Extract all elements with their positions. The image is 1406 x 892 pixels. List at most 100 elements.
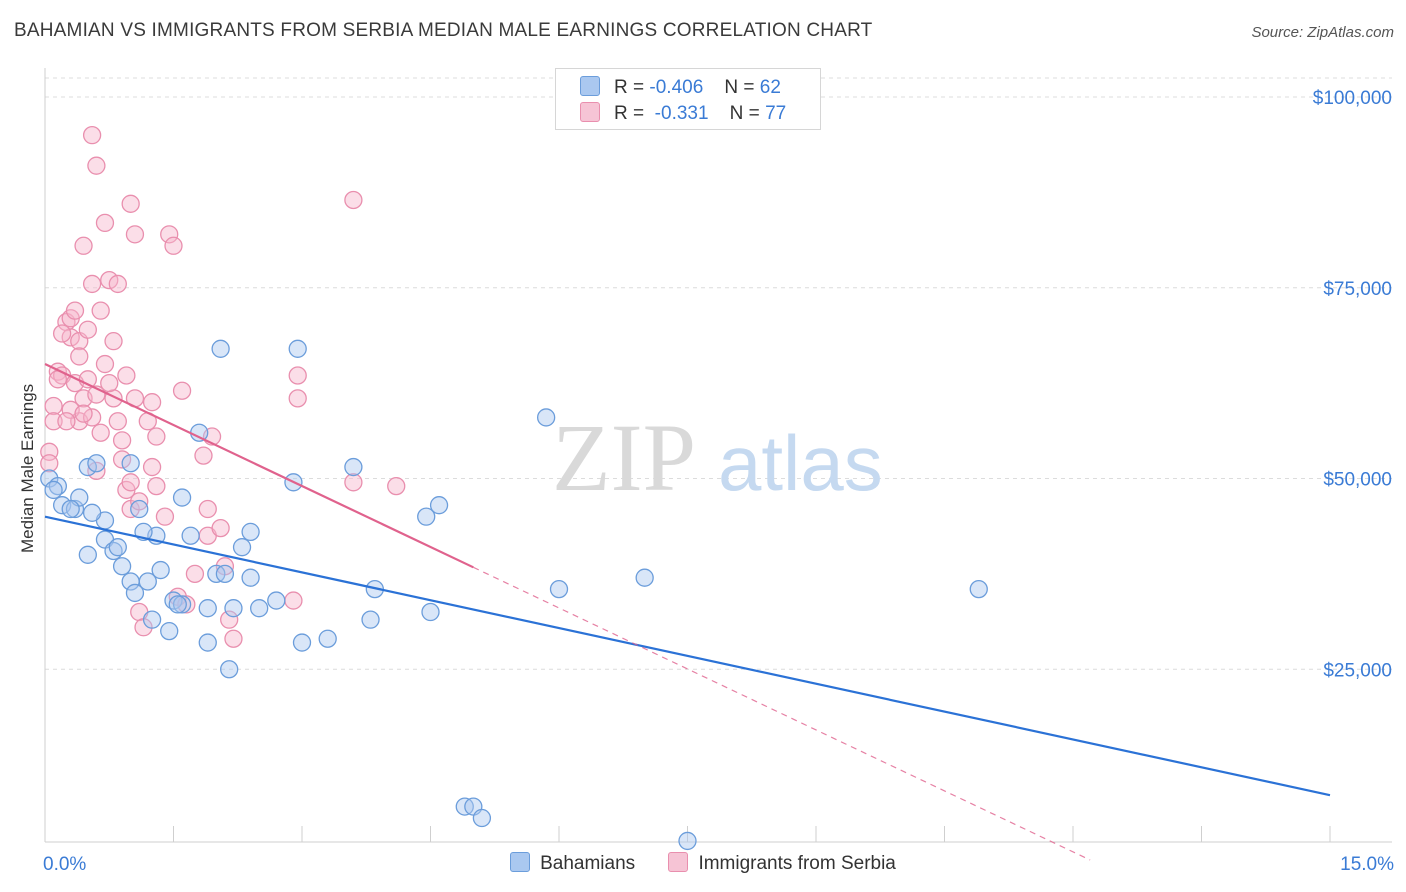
serbia-point: [220, 610, 239, 629]
bahamians-point: [112, 557, 132, 576]
serbia-point: [160, 225, 179, 244]
serbia-point: [57, 412, 76, 431]
serbia-trend-line: [44, 363, 474, 569]
serbia-point: [344, 190, 363, 210]
bahamians-point: [224, 599, 243, 618]
bahamians-point: [215, 564, 235, 584]
serbia-point: [125, 225, 145, 244]
bahamians-point: [160, 621, 179, 641]
legend-n-label: N =: [729, 103, 760, 124]
serbia-point: [91, 301, 110, 320]
serbia-point: [52, 324, 72, 343]
serbia-point: [78, 320, 97, 339]
serbia-point: [65, 301, 85, 320]
bahamians-point: [417, 507, 436, 526]
serbia-trend-extension: [473, 566, 1091, 861]
serbia-point: [82, 274, 102, 294]
bahamians-point: [65, 499, 85, 519]
serbia-point: [70, 347, 89, 366]
serbia-point: [130, 492, 149, 511]
legend-r-value: -0.331: [649, 103, 709, 124]
serbia-point: [172, 381, 192, 400]
bahamians-point: [61, 499, 80, 519]
correlation-legend: R = -0.406 N = 62 R = -0.331 N = 77: [555, 68, 821, 130]
legend-label: Immigrants from Serbia: [698, 853, 896, 874]
x-tick-label-max: 15.0%: [1340, 854, 1394, 875]
serbia-point: [155, 507, 175, 526]
serbia-point: [194, 446, 213, 465]
serbia-point: [224, 629, 243, 648]
bahamians-trend-line: [44, 515, 1331, 797]
serbia-point: [147, 427, 166, 446]
bahamians-point: [537, 408, 556, 427]
chart-title: BAHAMIAN VS IMMIGRANTS FROM SERBIA MEDIA…: [14, 20, 873, 41]
bahamians-point: [267, 591, 286, 610]
bahamians-point: [125, 583, 145, 603]
serbia-point: [95, 354, 115, 374]
x-tick-label-min: 0.0%: [43, 854, 86, 875]
bahamians-point: [472, 808, 492, 828]
trend-lines: [44, 363, 1331, 861]
bahamians-point: [635, 568, 654, 587]
bahamians-point: [87, 454, 106, 473]
legend-item-bahamians[interactable]: Bahamians: [510, 852, 635, 875]
serbia-point: [87, 156, 106, 175]
legend-n-value: 62: [759, 77, 781, 98]
legend-swatch-blue: [580, 76, 600, 96]
legend-row-bahamians: R = -0.406 N = 62: [580, 76, 781, 99]
bahamians-point: [241, 568, 260, 587]
axis-labels: $25,000 $50,000 $75,000 $100,000 0.0% 15.0%: [43, 88, 1394, 875]
serbia-point: [211, 518, 230, 538]
series-bahamians: [40, 339, 988, 851]
serbia-point: [121, 194, 140, 213]
watermark-zip: ZIP: [552, 404, 696, 511]
serbia-point: [74, 404, 93, 423]
legend-item-serbia[interactable]: Immigrants from Serbia: [668, 852, 896, 875]
y-tick-label: $25,000: [1323, 660, 1392, 681]
serbia-point: [185, 564, 205, 584]
y-tick-label: $50,000: [1323, 470, 1392, 491]
serbia-point: [142, 393, 162, 412]
serbia-point: [82, 125, 102, 145]
serbia-point: [112, 431, 132, 450]
bahamians-point: [429, 496, 449, 515]
legend-swatch-blue: [510, 852, 531, 872]
watermark-atlas: atlas: [718, 419, 883, 507]
bahamians-point: [130, 499, 149, 519]
serbia-point: [40, 454, 59, 473]
y-axis-title: Median Male Earnings: [18, 384, 37, 553]
bahamians-point: [181, 526, 200, 545]
legend-swatch-pink: [668, 852, 689, 872]
serbia-point: [142, 457, 162, 477]
bahamians-point: [121, 454, 140, 473]
bahamians-point: [318, 629, 337, 648]
bahamians-point: [250, 599, 269, 618]
serbia-point: [164, 236, 183, 255]
series-legend: Bahamians Immigrants from Serbia: [0, 852, 1406, 875]
y-tick-label: $75,000: [1323, 279, 1392, 300]
bahamians-point: [211, 339, 230, 358]
source-label: Source: ZipAtlas.com: [1251, 24, 1394, 41]
axes: [44, 68, 1392, 843]
legend-n-value: 77: [765, 103, 787, 124]
bahamians-point: [220, 660, 239, 679]
serbia-point: [91, 423, 110, 442]
bahamians-point: [421, 602, 440, 622]
serbia-point: [198, 499, 217, 519]
bahamians-point: [190, 423, 209, 442]
bahamians-point: [78, 545, 97, 564]
bahamians-point: [44, 480, 63, 500]
watermark: ZIP atlas: [552, 404, 883, 511]
bahamians-point: [678, 831, 697, 851]
bahamians-point: [82, 503, 102, 522]
bahamians-point: [198, 599, 217, 618]
bahamians-point: [549, 579, 569, 599]
serbia-point: [44, 412, 63, 431]
serbia-point: [387, 476, 406, 496]
bahamians-point: [292, 633, 312, 652]
serbia-point: [100, 373, 119, 393]
serbia-point: [104, 332, 123, 351]
bahamians-point: [138, 572, 157, 591]
bahamians-point: [361, 610, 380, 629]
